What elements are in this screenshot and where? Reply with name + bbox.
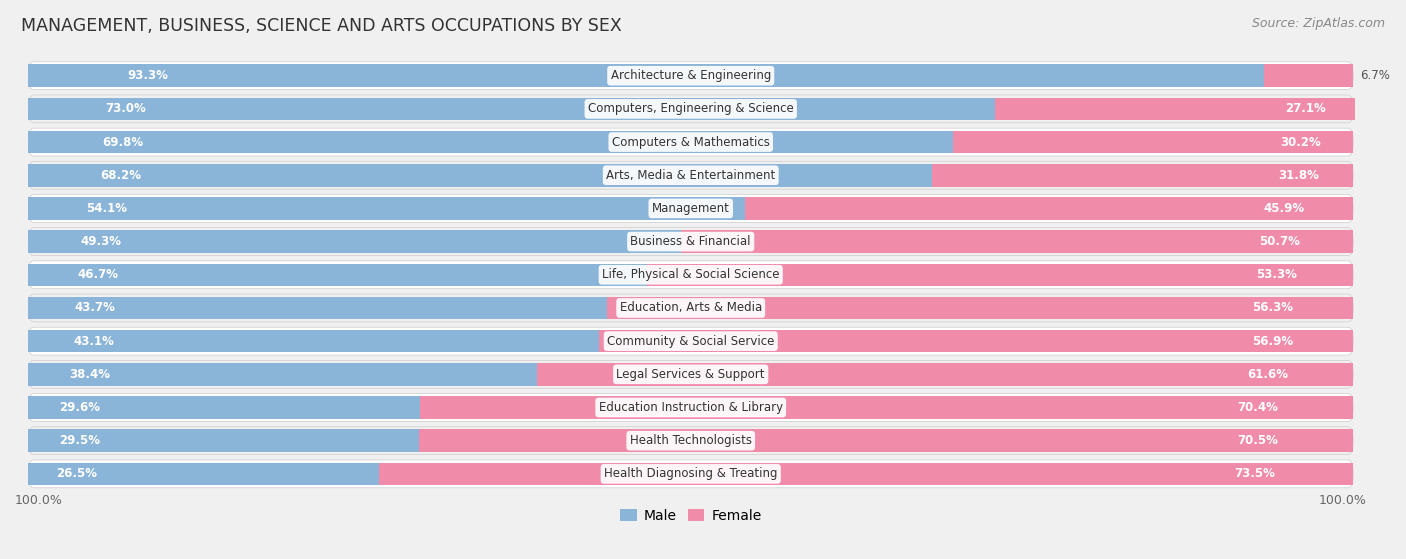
Text: 100.0%: 100.0%: [1319, 495, 1367, 508]
Text: Life, Physical & Social Science: Life, Physical & Social Science: [602, 268, 779, 281]
FancyBboxPatch shape: [28, 162, 1353, 189]
Bar: [28, 64, 1264, 87]
Text: 70.4%: 70.4%: [1237, 401, 1278, 414]
Text: Business & Financial: Business & Financial: [630, 235, 751, 248]
Bar: [380, 463, 1353, 485]
FancyBboxPatch shape: [28, 195, 1353, 222]
Bar: [607, 297, 1353, 319]
FancyBboxPatch shape: [28, 460, 1353, 488]
Text: 26.5%: 26.5%: [56, 467, 97, 480]
Bar: [647, 263, 1353, 286]
FancyBboxPatch shape: [28, 427, 1353, 454]
Text: 70.5%: 70.5%: [1237, 434, 1278, 447]
Bar: [745, 197, 1353, 220]
Text: Health Diagnosing & Treating: Health Diagnosing & Treating: [605, 467, 778, 480]
Bar: [419, 429, 1353, 452]
Bar: [28, 297, 607, 319]
Text: 54.1%: 54.1%: [86, 202, 127, 215]
Text: 56.9%: 56.9%: [1251, 335, 1294, 348]
FancyBboxPatch shape: [28, 61, 1353, 89]
FancyBboxPatch shape: [28, 294, 1353, 322]
Bar: [537, 363, 1353, 386]
Bar: [1264, 64, 1353, 87]
Text: 53.3%: 53.3%: [1256, 268, 1296, 281]
Text: MANAGEMENT, BUSINESS, SCIENCE AND ARTS OCCUPATIONS BY SEX: MANAGEMENT, BUSINESS, SCIENCE AND ARTS O…: [21, 17, 621, 35]
Text: Architecture & Engineering: Architecture & Engineering: [610, 69, 770, 82]
Text: Management: Management: [652, 202, 730, 215]
Text: 29.6%: 29.6%: [59, 401, 101, 414]
FancyBboxPatch shape: [28, 361, 1353, 389]
Bar: [28, 330, 599, 352]
Text: 27.1%: 27.1%: [1285, 102, 1326, 115]
Bar: [420, 396, 1353, 419]
Bar: [932, 164, 1353, 187]
FancyBboxPatch shape: [28, 261, 1353, 288]
Text: Arts, Media & Entertainment: Arts, Media & Entertainment: [606, 169, 775, 182]
FancyBboxPatch shape: [28, 228, 1353, 255]
Text: 49.3%: 49.3%: [80, 235, 121, 248]
Bar: [28, 164, 932, 187]
Text: 56.3%: 56.3%: [1253, 301, 1294, 315]
Bar: [28, 429, 419, 452]
Text: Computers & Mathematics: Computers & Mathematics: [612, 136, 769, 149]
Legend: Male, Female: Male, Female: [614, 503, 768, 528]
Bar: [28, 463, 380, 485]
Text: Source: ZipAtlas.com: Source: ZipAtlas.com: [1251, 17, 1385, 30]
Bar: [953, 131, 1353, 153]
FancyBboxPatch shape: [28, 128, 1353, 156]
Bar: [599, 330, 1353, 352]
Bar: [28, 363, 537, 386]
Text: 31.8%: 31.8%: [1278, 169, 1319, 182]
Text: 30.2%: 30.2%: [1281, 136, 1322, 149]
Text: 100.0%: 100.0%: [15, 495, 63, 508]
Text: 50.7%: 50.7%: [1258, 235, 1299, 248]
Text: Health Technologists: Health Technologists: [630, 434, 752, 447]
Text: Legal Services & Support: Legal Services & Support: [616, 368, 765, 381]
Bar: [28, 197, 745, 220]
Text: 38.4%: 38.4%: [69, 368, 110, 381]
Text: 43.1%: 43.1%: [75, 335, 115, 348]
Text: 69.8%: 69.8%: [103, 136, 143, 149]
Text: 73.5%: 73.5%: [1234, 467, 1275, 480]
Text: 43.7%: 43.7%: [75, 301, 115, 315]
FancyBboxPatch shape: [28, 95, 1353, 123]
Text: 29.5%: 29.5%: [59, 434, 100, 447]
Bar: [28, 263, 647, 286]
Text: Community & Social Service: Community & Social Service: [607, 335, 775, 348]
Bar: [682, 230, 1353, 253]
FancyBboxPatch shape: [28, 394, 1353, 421]
FancyBboxPatch shape: [28, 327, 1353, 355]
Bar: [28, 230, 682, 253]
Text: 68.2%: 68.2%: [101, 169, 142, 182]
Text: 61.6%: 61.6%: [1247, 368, 1288, 381]
Text: 6.7%: 6.7%: [1360, 69, 1389, 82]
Text: 73.0%: 73.0%: [105, 102, 146, 115]
Text: 93.3%: 93.3%: [127, 69, 169, 82]
Text: 46.7%: 46.7%: [77, 268, 118, 281]
Text: Computers, Engineering & Science: Computers, Engineering & Science: [588, 102, 793, 115]
Bar: [995, 98, 1354, 120]
Bar: [28, 98, 995, 120]
Bar: [28, 131, 953, 153]
Text: Education Instruction & Library: Education Instruction & Library: [599, 401, 783, 414]
Bar: [28, 396, 420, 419]
Text: Education, Arts & Media: Education, Arts & Media: [620, 301, 762, 315]
Text: 45.9%: 45.9%: [1264, 202, 1305, 215]
